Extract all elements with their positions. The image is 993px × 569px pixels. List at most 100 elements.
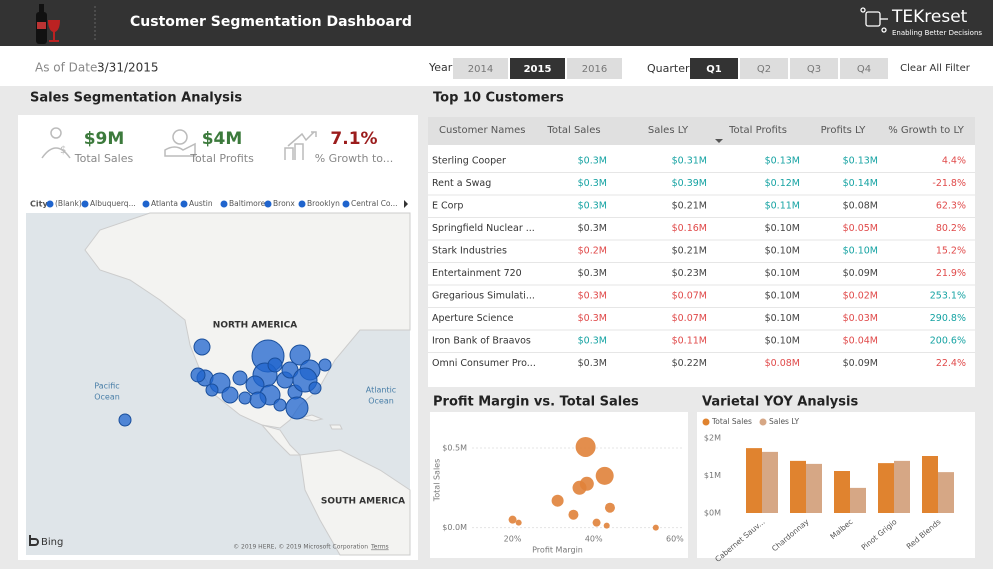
legend-label: Central Co... bbox=[351, 199, 398, 208]
sort-arrow[interactable] bbox=[715, 139, 723, 143]
x-tick-label: 20% bbox=[504, 535, 522, 544]
terms[interactable]: Terms bbox=[370, 544, 389, 551]
map-label: Atlantic bbox=[366, 386, 396, 395]
year-button[interactable] bbox=[567, 58, 622, 79]
table-cell: 62.3% bbox=[936, 201, 966, 212]
column-header[interactable]: Customer Names bbox=[439, 125, 525, 136]
scatter-point bbox=[604, 502, 615, 513]
quarter-button[interactable] bbox=[690, 58, 738, 79]
x-tick-label: 40% bbox=[585, 535, 603, 544]
table-cell: 80.2% bbox=[936, 223, 966, 234]
legend-marker bbox=[81, 200, 89, 208]
scatter-point bbox=[575, 436, 596, 457]
table-cell: $0.07M bbox=[672, 313, 707, 324]
legend-next[interactable] bbox=[404, 200, 408, 208]
table-cell: 22.4% bbox=[936, 358, 966, 369]
year-button[interactable] bbox=[453, 58, 508, 79]
bar bbox=[922, 456, 938, 513]
quarter-button[interactable] bbox=[840, 58, 888, 79]
scatter-point bbox=[568, 509, 579, 520]
legend-label: Brooklyn bbox=[307, 199, 340, 208]
table-cell: $0.10M bbox=[765, 246, 800, 257]
kpi-label: % Growth to... bbox=[315, 152, 394, 165]
table-cell: $0.3M bbox=[578, 358, 607, 369]
table-cell: $0.03M bbox=[843, 313, 878, 324]
table-cell: $0.3M bbox=[578, 156, 607, 167]
table-header bbox=[428, 117, 975, 145]
quarter-button[interactable] bbox=[740, 58, 788, 79]
table-cell: 15.2% bbox=[936, 246, 966, 257]
x-axis-label: Profit Margin bbox=[532, 546, 583, 555]
legend-label: (Blank) bbox=[55, 199, 82, 208]
table-cell: $0.14M bbox=[843, 178, 878, 189]
column-header[interactable]: % Growth to LY bbox=[888, 125, 965, 136]
table-cell: $0.23M bbox=[672, 268, 707, 279]
year-label: Year bbox=[428, 61, 453, 74]
scatter-point bbox=[652, 524, 659, 531]
legend-label: Austin bbox=[189, 199, 213, 208]
legend-marker bbox=[702, 418, 710, 426]
quarter-button-label[interactable]: Q3 bbox=[807, 64, 821, 75]
map-bubbles bbox=[118, 338, 332, 427]
column-header[interactable]: Total Sales bbox=[546, 125, 600, 136]
y-tick-label: $0M bbox=[704, 509, 721, 518]
bar bbox=[746, 448, 762, 513]
x-tick-label: 60% bbox=[666, 535, 684, 544]
svg-text:$: $ bbox=[60, 145, 66, 156]
legend-marker bbox=[142, 200, 150, 208]
year-button[interactable] bbox=[510, 58, 565, 79]
legend-label: Sales LY bbox=[769, 417, 800, 426]
year-button-label[interactable]: 2015 bbox=[524, 64, 552, 75]
table-cell: 4.4% bbox=[942, 156, 966, 167]
year-button-label[interactable]: 2014 bbox=[468, 64, 493, 75]
table-cell: $0.3M bbox=[578, 268, 607, 279]
kpi-label: Total Profits bbox=[189, 152, 254, 165]
y-tick-label: $2M bbox=[704, 434, 721, 443]
kpi-value: $4M bbox=[202, 129, 243, 149]
column-header[interactable]: Profits LY bbox=[821, 125, 867, 136]
kpi-value: $9M bbox=[84, 129, 125, 149]
header-title: Customer Segmentation Dashboard bbox=[130, 14, 412, 30]
table-cell: $0.3M bbox=[578, 201, 607, 212]
bar bbox=[850, 487, 866, 513]
legend-label: Albuquerq... bbox=[90, 199, 136, 208]
table-cell: E Corp bbox=[432, 201, 463, 212]
legend-marker bbox=[220, 200, 228, 208]
table-cell: $0.2M bbox=[578, 246, 607, 257]
column-header[interactable]: Sales LY bbox=[648, 125, 689, 136]
legend-marker bbox=[264, 200, 272, 208]
quarter-button-label[interactable]: Q1 bbox=[706, 64, 722, 75]
card bbox=[430, 412, 688, 558]
logo bbox=[36, 4, 96, 44]
table-cell: $0.21M bbox=[672, 246, 707, 257]
column-header[interactable]: Total Profits bbox=[728, 125, 787, 136]
table-cell: 200.6% bbox=[930, 336, 966, 347]
table-cell: Rent a Swag bbox=[432, 178, 491, 189]
table-cell: $0.13M bbox=[765, 156, 800, 167]
scatter-point bbox=[508, 515, 517, 524]
table-cell: Gregarious Simulati... bbox=[432, 291, 535, 302]
table-cell: 21.9% bbox=[936, 268, 966, 279]
legend-marker bbox=[342, 200, 350, 208]
quarter-button-label[interactable]: Q4 bbox=[857, 64, 871, 75]
brand-icon bbox=[860, 7, 888, 33]
as-of-value: 3/31/2015 bbox=[97, 61, 159, 75]
y-tick-label: $0.5M bbox=[442, 443, 467, 452]
table-cell: $0.10M bbox=[765, 223, 800, 234]
legend-marker bbox=[180, 200, 188, 208]
scatter-point bbox=[592, 518, 601, 527]
table-cell: Sterling Cooper bbox=[432, 156, 506, 167]
quarter-button-label[interactable]: Q2 bbox=[757, 64, 771, 75]
table-cell: $0.07M bbox=[672, 291, 707, 302]
year-button-label[interactable]: 2016 bbox=[582, 64, 607, 75]
section-title: Profit Margin vs. Total Sales bbox=[433, 395, 639, 410]
kpi-label: Total Sales bbox=[74, 152, 134, 165]
bing-icon bbox=[29, 535, 39, 546]
clear-filter[interactable]: Clear All Filter bbox=[900, 63, 971, 74]
table-cell: $0.3M bbox=[578, 291, 607, 302]
quarter-button[interactable] bbox=[790, 58, 838, 79]
table-cell: $0.10M bbox=[765, 291, 800, 302]
table-cell: $0.09M bbox=[843, 268, 878, 279]
scatter-point bbox=[579, 476, 594, 491]
